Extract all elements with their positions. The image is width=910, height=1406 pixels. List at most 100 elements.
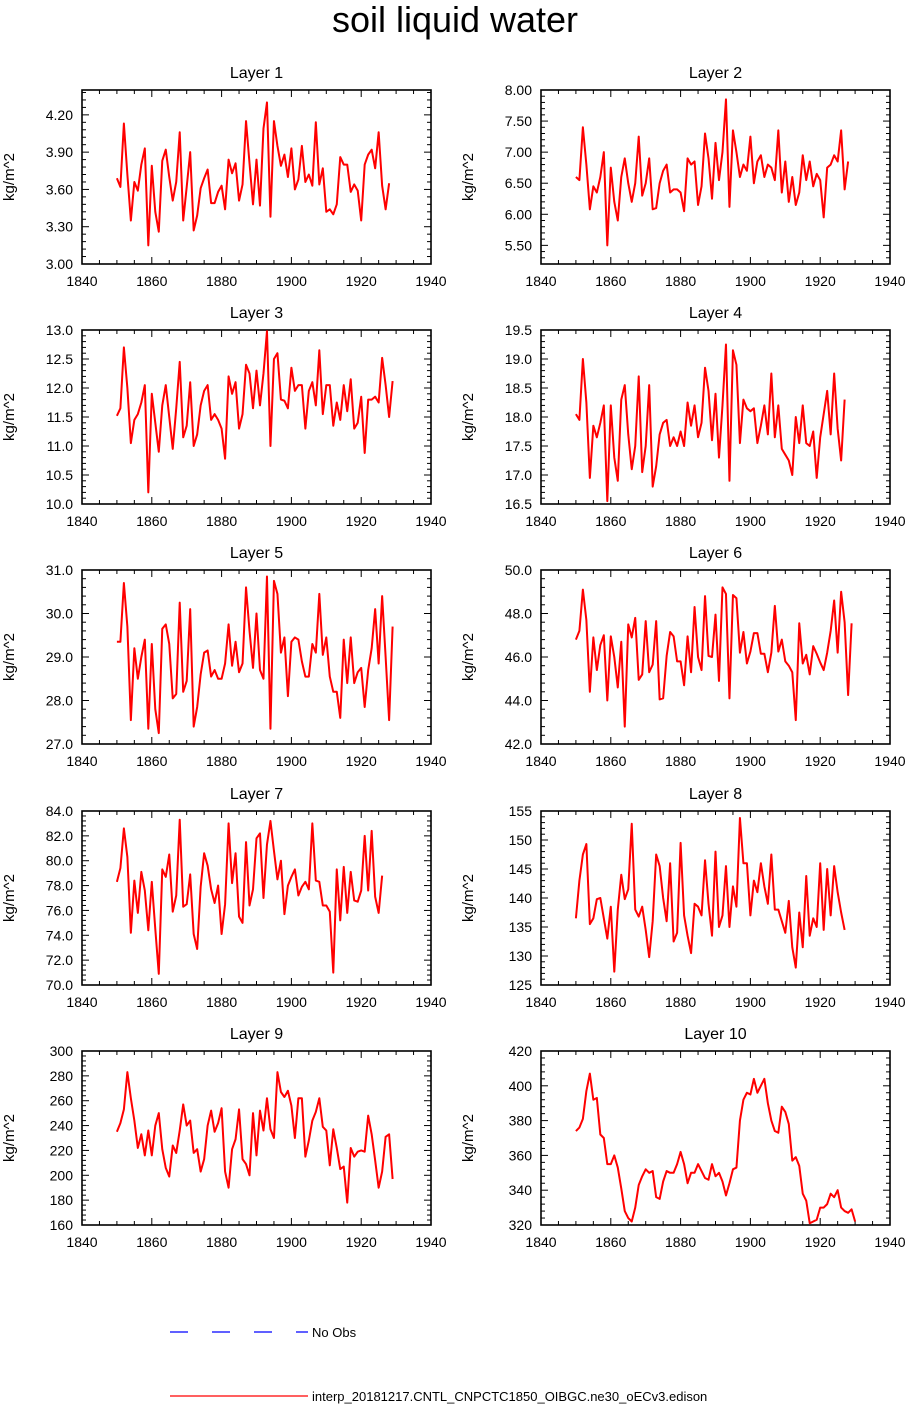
plot-frame <box>81 329 432 505</box>
y-tick-label: 16.5 <box>505 496 532 512</box>
y-tick-label: 18.0 <box>505 409 532 425</box>
y-tick-label: 29.0 <box>46 649 73 665</box>
x-tick-label: 1920 <box>346 273 377 289</box>
x-tick-label: 1880 <box>665 994 696 1010</box>
y-tick-label: 420 <box>509 1043 533 1059</box>
x-tick-label: 1940 <box>874 994 905 1010</box>
y-tick-label: 400 <box>509 1078 533 1094</box>
x-tick-label: 1900 <box>735 1234 766 1250</box>
y-tick-label: 50.0 <box>505 562 532 578</box>
x-tick-label: 1860 <box>136 273 167 289</box>
y-tick-label: 130 <box>509 948 533 964</box>
legend-obs-label: No Obs <box>312 1325 357 1340</box>
x-tick-label: 1880 <box>206 1234 237 1250</box>
y-tick-label: 180 <box>50 1192 74 1208</box>
x-tick-label: 1900 <box>276 994 307 1010</box>
panel-layer-10: Layer 10 kg/m^2 1840 1860 1880 1900 1920 1940 32… <box>460 1026 906 1250</box>
series-line-layer-4 <box>575 343 846 503</box>
chart-title: soil liquid water <box>331 0 579 40</box>
panel-layer-5: Layer 5 kg/m^2 1840 1860 1880 1900 1920 1940 27.… <box>1 545 447 769</box>
x-tick-label: 1900 <box>276 513 307 529</box>
x-tick-label: 1920 <box>346 513 377 529</box>
plot-frame <box>540 569 891 745</box>
x-tick-label: 1840 <box>525 1234 556 1250</box>
x-tick-label: 1940 <box>874 273 905 289</box>
x-tick-label: 1860 <box>595 994 626 1010</box>
y-tick-label: 10.5 <box>46 467 73 483</box>
y-tick-label: 46.0 <box>505 649 532 665</box>
y-tick-label: 7.50 <box>505 113 532 129</box>
x-tick-label: 1920 <box>805 513 836 529</box>
x-tick-label: 1900 <box>276 1234 307 1250</box>
x-tick-label: 1840 <box>525 273 556 289</box>
y-tick-label: 155 <box>509 803 533 819</box>
y-tick-label: 145 <box>509 861 533 877</box>
legend-model-label: interp_20181217.CNTL_CNPCTC1850_OIBGC.ne… <box>312 1389 707 1404</box>
y-tick-label: 360 <box>509 1147 533 1163</box>
x-tick-label: 1940 <box>874 1234 905 1250</box>
panel-title: Layer 4 <box>689 305 742 322</box>
x-tick-label: 1920 <box>346 994 377 1010</box>
y-tick-label: 340 <box>509 1182 533 1198</box>
x-tick-label: 1860 <box>136 513 167 529</box>
y-tick-label: 18.5 <box>505 380 532 396</box>
y-tick-label: 19.0 <box>505 351 532 367</box>
plot-frame <box>540 1050 891 1226</box>
y-tick-label: 74.0 <box>46 927 73 943</box>
series-line-layer-3 <box>115 330 394 494</box>
x-tick-label: 1920 <box>346 1234 377 1250</box>
x-tick-label: 1880 <box>206 273 237 289</box>
y-tick-label: 5.50 <box>505 237 532 253</box>
x-tick-label: 1840 <box>66 994 97 1010</box>
panel-layer-8: Layer 8 kg/m^2 1840 1860 1880 1900 1920 1940 125… <box>460 786 906 1010</box>
y-tick-label: 72.0 <box>46 952 73 968</box>
series-line-layer-10 <box>575 1072 857 1225</box>
panel-title: Layer 10 <box>684 1026 746 1043</box>
x-tick-label: 1840 <box>66 273 97 289</box>
y-tick-label: 260 <box>50 1093 74 1109</box>
y-tick-label: 17.0 <box>505 467 532 483</box>
x-tick-label: 1920 <box>805 753 836 769</box>
panel-layer-7: Layer 7 kg/m^2 1840 1860 1880 1900 1920 1940 70.… <box>1 786 447 1010</box>
y-tick-label: 44.0 <box>505 693 532 709</box>
x-tick-label: 1920 <box>346 753 377 769</box>
x-tick-label: 1940 <box>874 753 905 769</box>
y-axis-label: kg/m^2 <box>1 874 18 922</box>
y-tick-label: 150 <box>509 832 533 848</box>
y-axis-label: kg/m^2 <box>460 1114 477 1162</box>
x-tick-label: 1860 <box>595 753 626 769</box>
x-tick-label: 1940 <box>415 994 446 1010</box>
panel-layer-9: Layer 9 kg/m^2 1840 1860 1880 1900 1920 1940 160… <box>1 1026 447 1250</box>
plots-area: Layer 1 kg/m^2 1840 1860 1880 1900 1920 1940 3.0… <box>1 65 906 1250</box>
plot-frame <box>81 89 432 265</box>
x-tick-label: 1880 <box>665 513 696 529</box>
x-tick-label: 1880 <box>665 1234 696 1250</box>
y-tick-label: 10.0 <box>46 496 73 512</box>
panel-title: Layer 5 <box>230 545 283 562</box>
y-tick-label: 8.00 <box>505 82 532 98</box>
panel-title: Layer 1 <box>230 65 283 82</box>
x-tick-label: 1900 <box>735 994 766 1010</box>
x-tick-label: 1940 <box>415 513 446 529</box>
x-tick-label: 1940 <box>874 513 905 529</box>
panel-layer-2: Layer 2 kg/m^2 1840 1860 1880 1900 1920 1940 5.5… <box>460 65 906 289</box>
y-tick-label: 6.50 <box>505 175 532 191</box>
y-tick-label: 28.0 <box>46 693 73 709</box>
x-tick-label: 1880 <box>665 273 696 289</box>
y-tick-label: 135 <box>509 919 533 935</box>
panel-layer-3: Layer 3 kg/m^2 1840 1860 1880 1900 1920 1940 10.… <box>1 305 447 529</box>
y-tick-label: 3.00 <box>46 256 73 272</box>
series-line-layer-5 <box>116 575 394 735</box>
x-tick-label: 1860 <box>136 753 167 769</box>
x-tick-label: 1860 <box>595 1234 626 1250</box>
y-tick-label: 240 <box>50 1118 74 1134</box>
x-tick-label: 1920 <box>805 273 836 289</box>
y-tick-label: 7.00 <box>505 144 532 160</box>
panel-title: Layer 7 <box>230 786 283 803</box>
y-tick-label: 6.00 <box>505 206 532 222</box>
x-tick-label: 1880 <box>665 753 696 769</box>
y-tick-label: 27.0 <box>46 736 73 752</box>
x-tick-label: 1840 <box>66 1234 97 1250</box>
x-tick-label: 1880 <box>206 513 237 529</box>
y-tick-label: 280 <box>50 1068 74 1084</box>
